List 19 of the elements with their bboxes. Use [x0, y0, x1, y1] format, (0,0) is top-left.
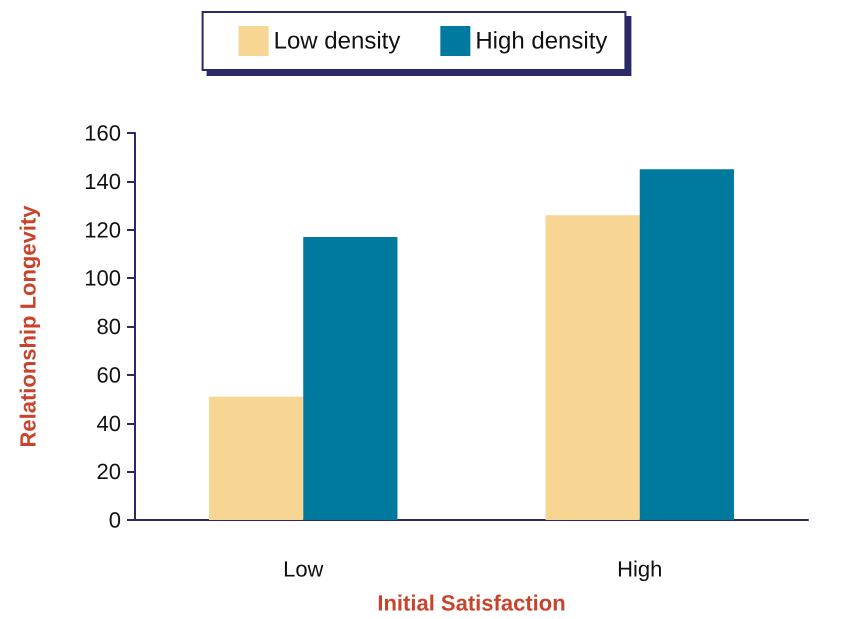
bar	[303, 237, 398, 520]
x-tick-label: Low	[283, 556, 324, 582]
y-tick-label: 20	[96, 459, 121, 484]
bar	[209, 396, 304, 520]
y-tick-label: 140	[84, 168, 121, 194]
legend-label: Low density	[274, 28, 400, 54]
x-tick-label: High	[617, 556, 662, 582]
x-axis-title: Initial Satisfaction	[377, 590, 566, 616]
y-tick-label: 120	[84, 217, 121, 242]
y-tick-label: 40	[96, 410, 121, 436]
y-tick-label: 80	[96, 314, 121, 339]
y-tick-label: 160	[84, 120, 121, 146]
y-tick-label: 60	[96, 362, 121, 388]
y-tick-label: 0	[108, 508, 121, 532]
bar	[640, 169, 734, 520]
bar	[546, 215, 640, 520]
legend-label: High density	[475, 28, 608, 54]
y-axis-title: Relationship Longevity	[16, 204, 40, 448]
y-tick-label: 100	[84, 266, 121, 291]
